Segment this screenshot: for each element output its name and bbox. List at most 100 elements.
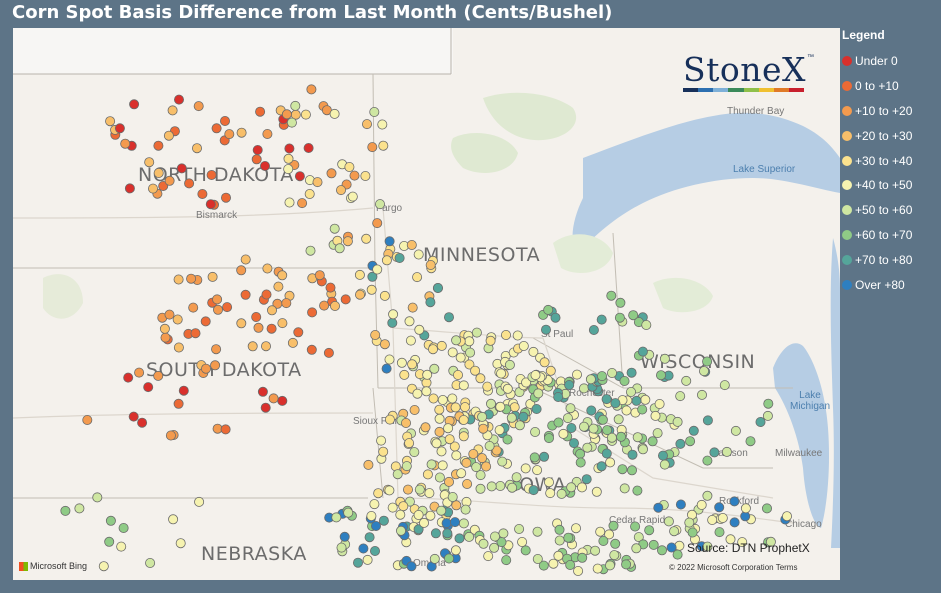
location-marker[interactable] <box>531 403 542 414</box>
location-marker[interactable] <box>434 413 445 424</box>
location-marker[interactable] <box>529 452 540 463</box>
location-marker[interactable] <box>153 167 164 178</box>
location-marker[interactable] <box>684 517 695 528</box>
location-marker[interactable] <box>579 421 590 432</box>
location-marker[interactable] <box>178 385 189 396</box>
location-marker[interactable] <box>496 537 507 548</box>
location-marker[interactable] <box>412 272 423 283</box>
location-marker[interactable] <box>378 140 389 151</box>
location-marker[interactable] <box>543 304 554 315</box>
legend-item[interactable]: Over +80 <box>842 272 941 297</box>
location-marker[interactable] <box>401 461 412 472</box>
location-marker[interactable] <box>427 344 438 355</box>
location-marker[interactable] <box>518 411 529 422</box>
location-marker[interactable] <box>307 307 318 318</box>
location-marker[interactable] <box>464 359 475 370</box>
location-marker[interactable] <box>641 319 652 330</box>
location-marker[interactable] <box>633 532 644 543</box>
location-marker[interactable] <box>458 414 469 425</box>
location-marker[interactable] <box>507 482 518 493</box>
location-marker[interactable] <box>116 541 127 552</box>
location-marker[interactable] <box>220 192 231 203</box>
location-marker[interactable] <box>504 359 515 370</box>
location-marker[interactable] <box>626 367 637 378</box>
location-marker[interactable] <box>762 410 773 421</box>
location-marker[interactable] <box>381 255 392 266</box>
location-marker[interactable] <box>702 415 713 426</box>
location-marker[interactable] <box>512 330 523 341</box>
location-marker[interactable] <box>443 423 454 434</box>
legend-item[interactable]: Under 0 <box>842 49 941 74</box>
location-marker[interactable] <box>284 143 295 154</box>
location-marker[interactable] <box>675 499 686 510</box>
location-marker[interactable] <box>672 549 683 560</box>
location-marker[interactable] <box>287 337 298 348</box>
location-marker[interactable] <box>697 389 708 400</box>
location-marker[interactable] <box>500 329 511 340</box>
location-marker[interactable] <box>538 560 549 571</box>
location-marker[interactable] <box>428 393 439 404</box>
location-marker[interactable] <box>220 424 231 435</box>
location-marker[interactable] <box>654 398 665 409</box>
location-marker[interactable] <box>396 357 407 368</box>
location-marker[interactable] <box>255 106 266 117</box>
location-marker[interactable] <box>378 446 389 457</box>
location-marker[interactable] <box>632 485 643 496</box>
location-marker[interactable] <box>153 140 164 151</box>
location-marker[interactable] <box>312 177 323 188</box>
location-marker[interactable] <box>144 157 155 168</box>
legend-item[interactable]: +70 to +80 <box>842 247 941 272</box>
location-marker[interactable] <box>191 143 202 154</box>
location-marker[interactable] <box>627 465 638 476</box>
location-marker[interactable] <box>601 448 612 459</box>
location-marker[interactable] <box>702 356 713 367</box>
location-marker[interactable] <box>465 347 476 358</box>
location-marker[interactable] <box>358 543 369 554</box>
location-marker[interactable] <box>437 460 448 471</box>
location-marker[interactable] <box>637 346 648 357</box>
location-marker[interactable] <box>714 502 725 513</box>
location-marker[interactable] <box>367 271 378 282</box>
location-marker[interactable] <box>591 486 602 497</box>
location-marker[interactable] <box>737 537 748 548</box>
location-marker[interactable] <box>763 398 774 409</box>
location-marker[interactable] <box>548 558 559 569</box>
location-marker[interactable] <box>745 436 756 447</box>
location-marker[interactable] <box>596 461 607 472</box>
location-marker[interactable] <box>451 335 462 346</box>
location-marker[interactable] <box>432 282 443 293</box>
location-marker[interactable] <box>277 395 288 406</box>
location-marker[interactable] <box>484 440 495 451</box>
location-marker[interactable] <box>553 417 564 428</box>
location-marker[interactable] <box>481 461 492 472</box>
location-marker[interactable] <box>188 302 199 313</box>
location-marker[interactable] <box>193 101 204 112</box>
location-marker[interactable] <box>406 239 417 250</box>
location-marker[interactable] <box>489 531 500 542</box>
location-marker[interactable] <box>370 329 381 340</box>
location-marker[interactable] <box>621 559 632 570</box>
location-marker[interactable] <box>477 453 488 464</box>
location-marker[interactable] <box>450 402 461 413</box>
location-marker[interactable] <box>532 465 543 476</box>
location-marker[interactable] <box>581 474 592 485</box>
location-marker[interactable] <box>729 496 740 507</box>
location-marker[interactable] <box>451 500 462 511</box>
location-marker[interactable] <box>762 503 773 514</box>
location-marker[interactable] <box>566 482 577 493</box>
location-marker[interactable] <box>212 304 223 315</box>
location-marker[interactable] <box>506 412 517 423</box>
location-marker[interactable] <box>197 188 208 199</box>
location-marker[interactable] <box>363 459 374 470</box>
location-marker[interactable] <box>514 523 525 534</box>
location-marker[interactable] <box>477 411 488 422</box>
location-marker[interactable] <box>653 502 664 513</box>
location-marker[interactable] <box>605 457 616 468</box>
location-marker[interactable] <box>685 436 696 447</box>
location-marker[interactable] <box>407 302 418 313</box>
location-marker[interactable] <box>224 129 235 140</box>
location-marker[interactable] <box>632 432 643 443</box>
location-marker[interactable] <box>147 183 158 194</box>
location-marker[interactable] <box>638 444 649 455</box>
location-marker[interactable] <box>378 515 389 526</box>
